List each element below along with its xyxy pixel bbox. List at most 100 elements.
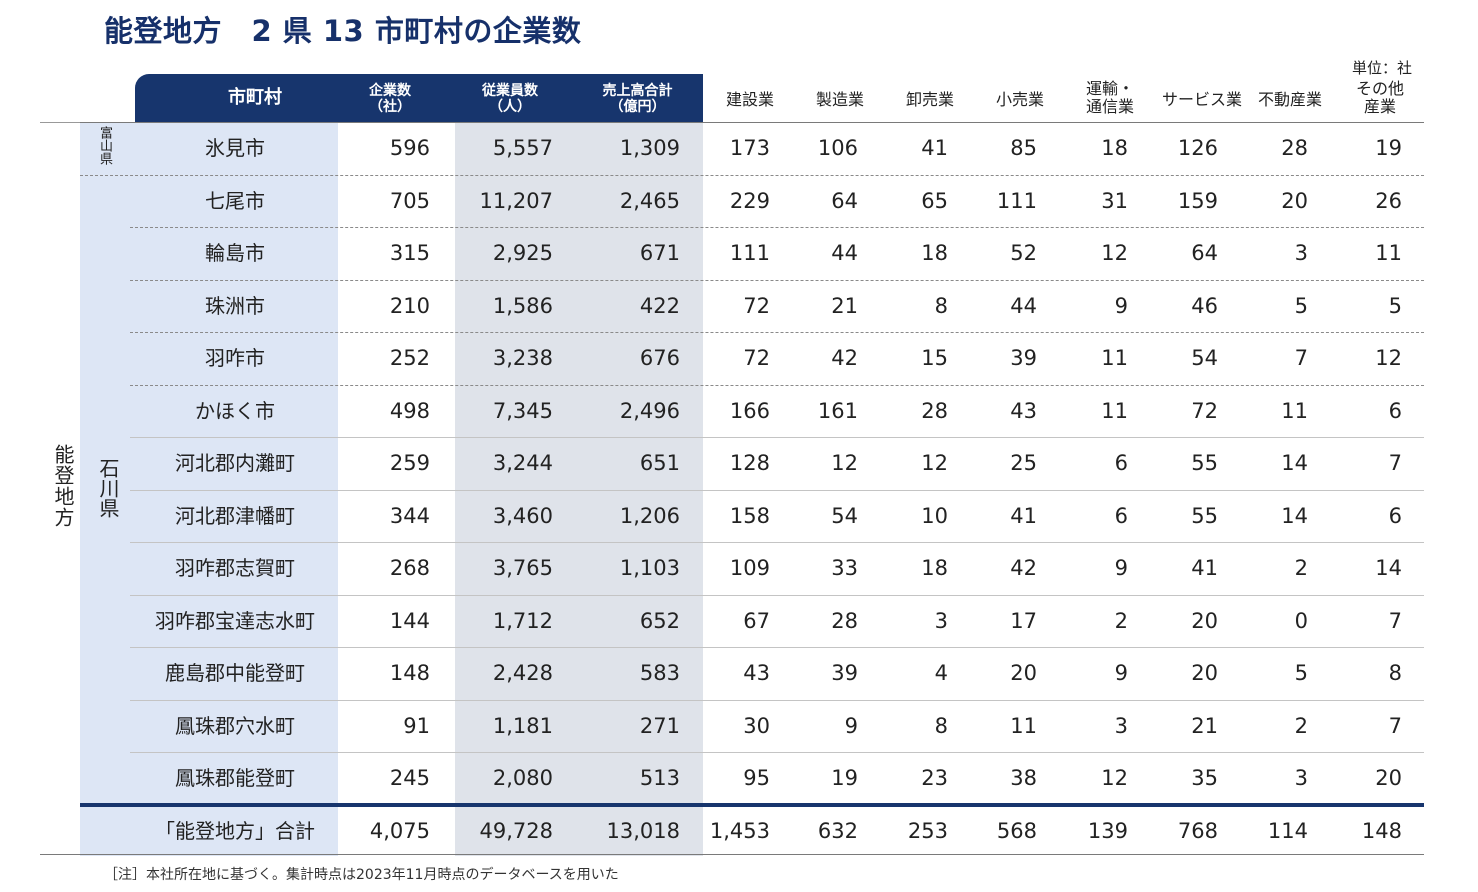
table-cell: 5 xyxy=(1294,661,1308,685)
table-cell: 513 xyxy=(639,766,680,790)
table-cell: 11 xyxy=(1375,241,1402,265)
table-cell: 14 xyxy=(1375,556,1402,580)
municipality-name: 河北郡内灘町 xyxy=(175,451,295,475)
header-service: サービス業 xyxy=(1161,90,1242,109)
municipality-column-band xyxy=(80,122,338,856)
table-cell: 21 xyxy=(1191,713,1218,738)
table-cell: 0 xyxy=(1294,608,1308,633)
total-cell: 49,728 xyxy=(479,818,553,843)
table-cell: 3 xyxy=(934,608,948,633)
total-cell: 139 xyxy=(1087,818,1128,843)
row-divider xyxy=(130,542,1424,543)
table-cell: 5 xyxy=(1388,293,1402,318)
table-cell: 344 xyxy=(389,503,430,528)
table-cell: 35 xyxy=(1191,766,1218,790)
table-cell: 41 xyxy=(921,136,948,160)
table-cell: 91 xyxy=(403,713,430,738)
table-cell: 210 xyxy=(389,293,430,318)
table-cell: 1,309 xyxy=(619,136,680,160)
table-cell: 128 xyxy=(729,451,770,475)
table-cell: 28 xyxy=(921,398,948,423)
table-cell: 25 xyxy=(1010,451,1037,475)
row-divider xyxy=(130,437,1424,438)
table-cell: 17 xyxy=(1010,608,1037,633)
table-cell: 2,925 xyxy=(492,241,553,265)
table-cell: 31 xyxy=(1101,188,1128,213)
table-cell: 85 xyxy=(1010,136,1037,160)
header-municipality: 市町村 xyxy=(228,87,282,108)
table-cell: 65 xyxy=(921,188,948,213)
table-cell: 20 xyxy=(1010,661,1037,685)
table-cell: 671 xyxy=(639,241,680,265)
table-cell: 315 xyxy=(389,241,430,265)
table-cell: 44 xyxy=(1010,293,1037,318)
total-cell: 568 xyxy=(996,818,1037,843)
table-cell: 3 xyxy=(1114,713,1128,738)
table-cell: 596 xyxy=(389,136,430,160)
table-cell: 20 xyxy=(1281,188,1308,213)
table-cell: 106 xyxy=(817,136,858,160)
table-cell: 229 xyxy=(729,188,770,213)
table-cell: 26 xyxy=(1375,188,1402,213)
table-cell: 6 xyxy=(1388,398,1402,423)
header-underline xyxy=(80,122,1424,123)
table-cell: 6 xyxy=(1388,503,1402,528)
municipality-name: かほく市 xyxy=(195,398,275,423)
total-cell: 148 xyxy=(1361,818,1402,843)
municipality-name: 河北郡津幡町 xyxy=(175,503,295,528)
row-divider xyxy=(130,279,1424,281)
table-cell: 3,244 xyxy=(492,451,553,475)
table-cell: 39 xyxy=(1010,346,1037,370)
row-divider xyxy=(80,802,1424,807)
table-cell: 2,428 xyxy=(492,661,553,685)
table-cell: 54 xyxy=(1191,346,1218,370)
table-cell: 54 xyxy=(831,503,858,528)
table-cell: 3,460 xyxy=(492,503,553,528)
table-cell: 9 xyxy=(1114,293,1128,318)
table-cell: 5 xyxy=(1294,293,1308,318)
table-cell: 72 xyxy=(1191,398,1218,423)
footnote: ［注］本社所在地に基づく。集計時点は2023年11月時点のデータベースを用いた xyxy=(104,867,619,883)
header-employees-line1: 従業員数 xyxy=(482,83,538,99)
total-row-label: 「能登地方」合計 xyxy=(155,818,315,843)
table-cell: 28 xyxy=(1281,136,1308,160)
header-employees: 従業員数 （人） xyxy=(455,83,565,115)
total-cell: 253 xyxy=(907,818,948,843)
table-cell: 652 xyxy=(639,608,680,633)
table-cell: 11 xyxy=(1101,398,1128,423)
row-divider xyxy=(130,647,1424,648)
municipality-name: 鹿島郡中能登町 xyxy=(165,661,305,685)
table-cell: 67 xyxy=(743,608,770,633)
table-cell: 52 xyxy=(1010,241,1037,265)
table-cell: 28 xyxy=(831,608,858,633)
header-employees-line2: （人） xyxy=(489,99,531,116)
table-cell: 55 xyxy=(1191,451,1218,475)
table-cell: 6 xyxy=(1114,503,1128,528)
table-cell: 3,765 xyxy=(492,556,553,580)
row-divider xyxy=(130,594,1424,596)
table-cell: 252 xyxy=(389,346,430,370)
table-cell: 12 xyxy=(921,451,948,475)
table-cell: 268 xyxy=(389,556,430,580)
table-cell: 1,103 xyxy=(619,556,680,580)
table-cell: 161 xyxy=(817,398,858,423)
header-bar xyxy=(135,74,703,122)
header-transport: 運輸・ 通信業 xyxy=(1065,79,1155,117)
header-retail: 小売業 xyxy=(995,90,1044,109)
table-cell: 158 xyxy=(729,503,770,528)
table-cell: 3 xyxy=(1294,766,1308,790)
table-cell: 55 xyxy=(1191,503,1218,528)
table-cell: 111 xyxy=(996,188,1037,213)
table-cell: 8 xyxy=(934,713,948,738)
header-sales-line1: 売上高合計 xyxy=(602,83,673,99)
row-divider xyxy=(130,489,1424,491)
table-cell: 19 xyxy=(1375,136,1402,160)
row-divider xyxy=(80,174,1424,176)
header-realestate: 不動産業 xyxy=(1257,90,1322,109)
table-cell: 9 xyxy=(844,713,858,738)
table-cell: 7 xyxy=(1388,451,1402,475)
table-cell: 11,207 xyxy=(479,188,553,213)
table-cell: 41 xyxy=(1191,556,1218,580)
table-cell: 14 xyxy=(1281,451,1308,475)
header-construction: 建設業 xyxy=(725,90,774,109)
